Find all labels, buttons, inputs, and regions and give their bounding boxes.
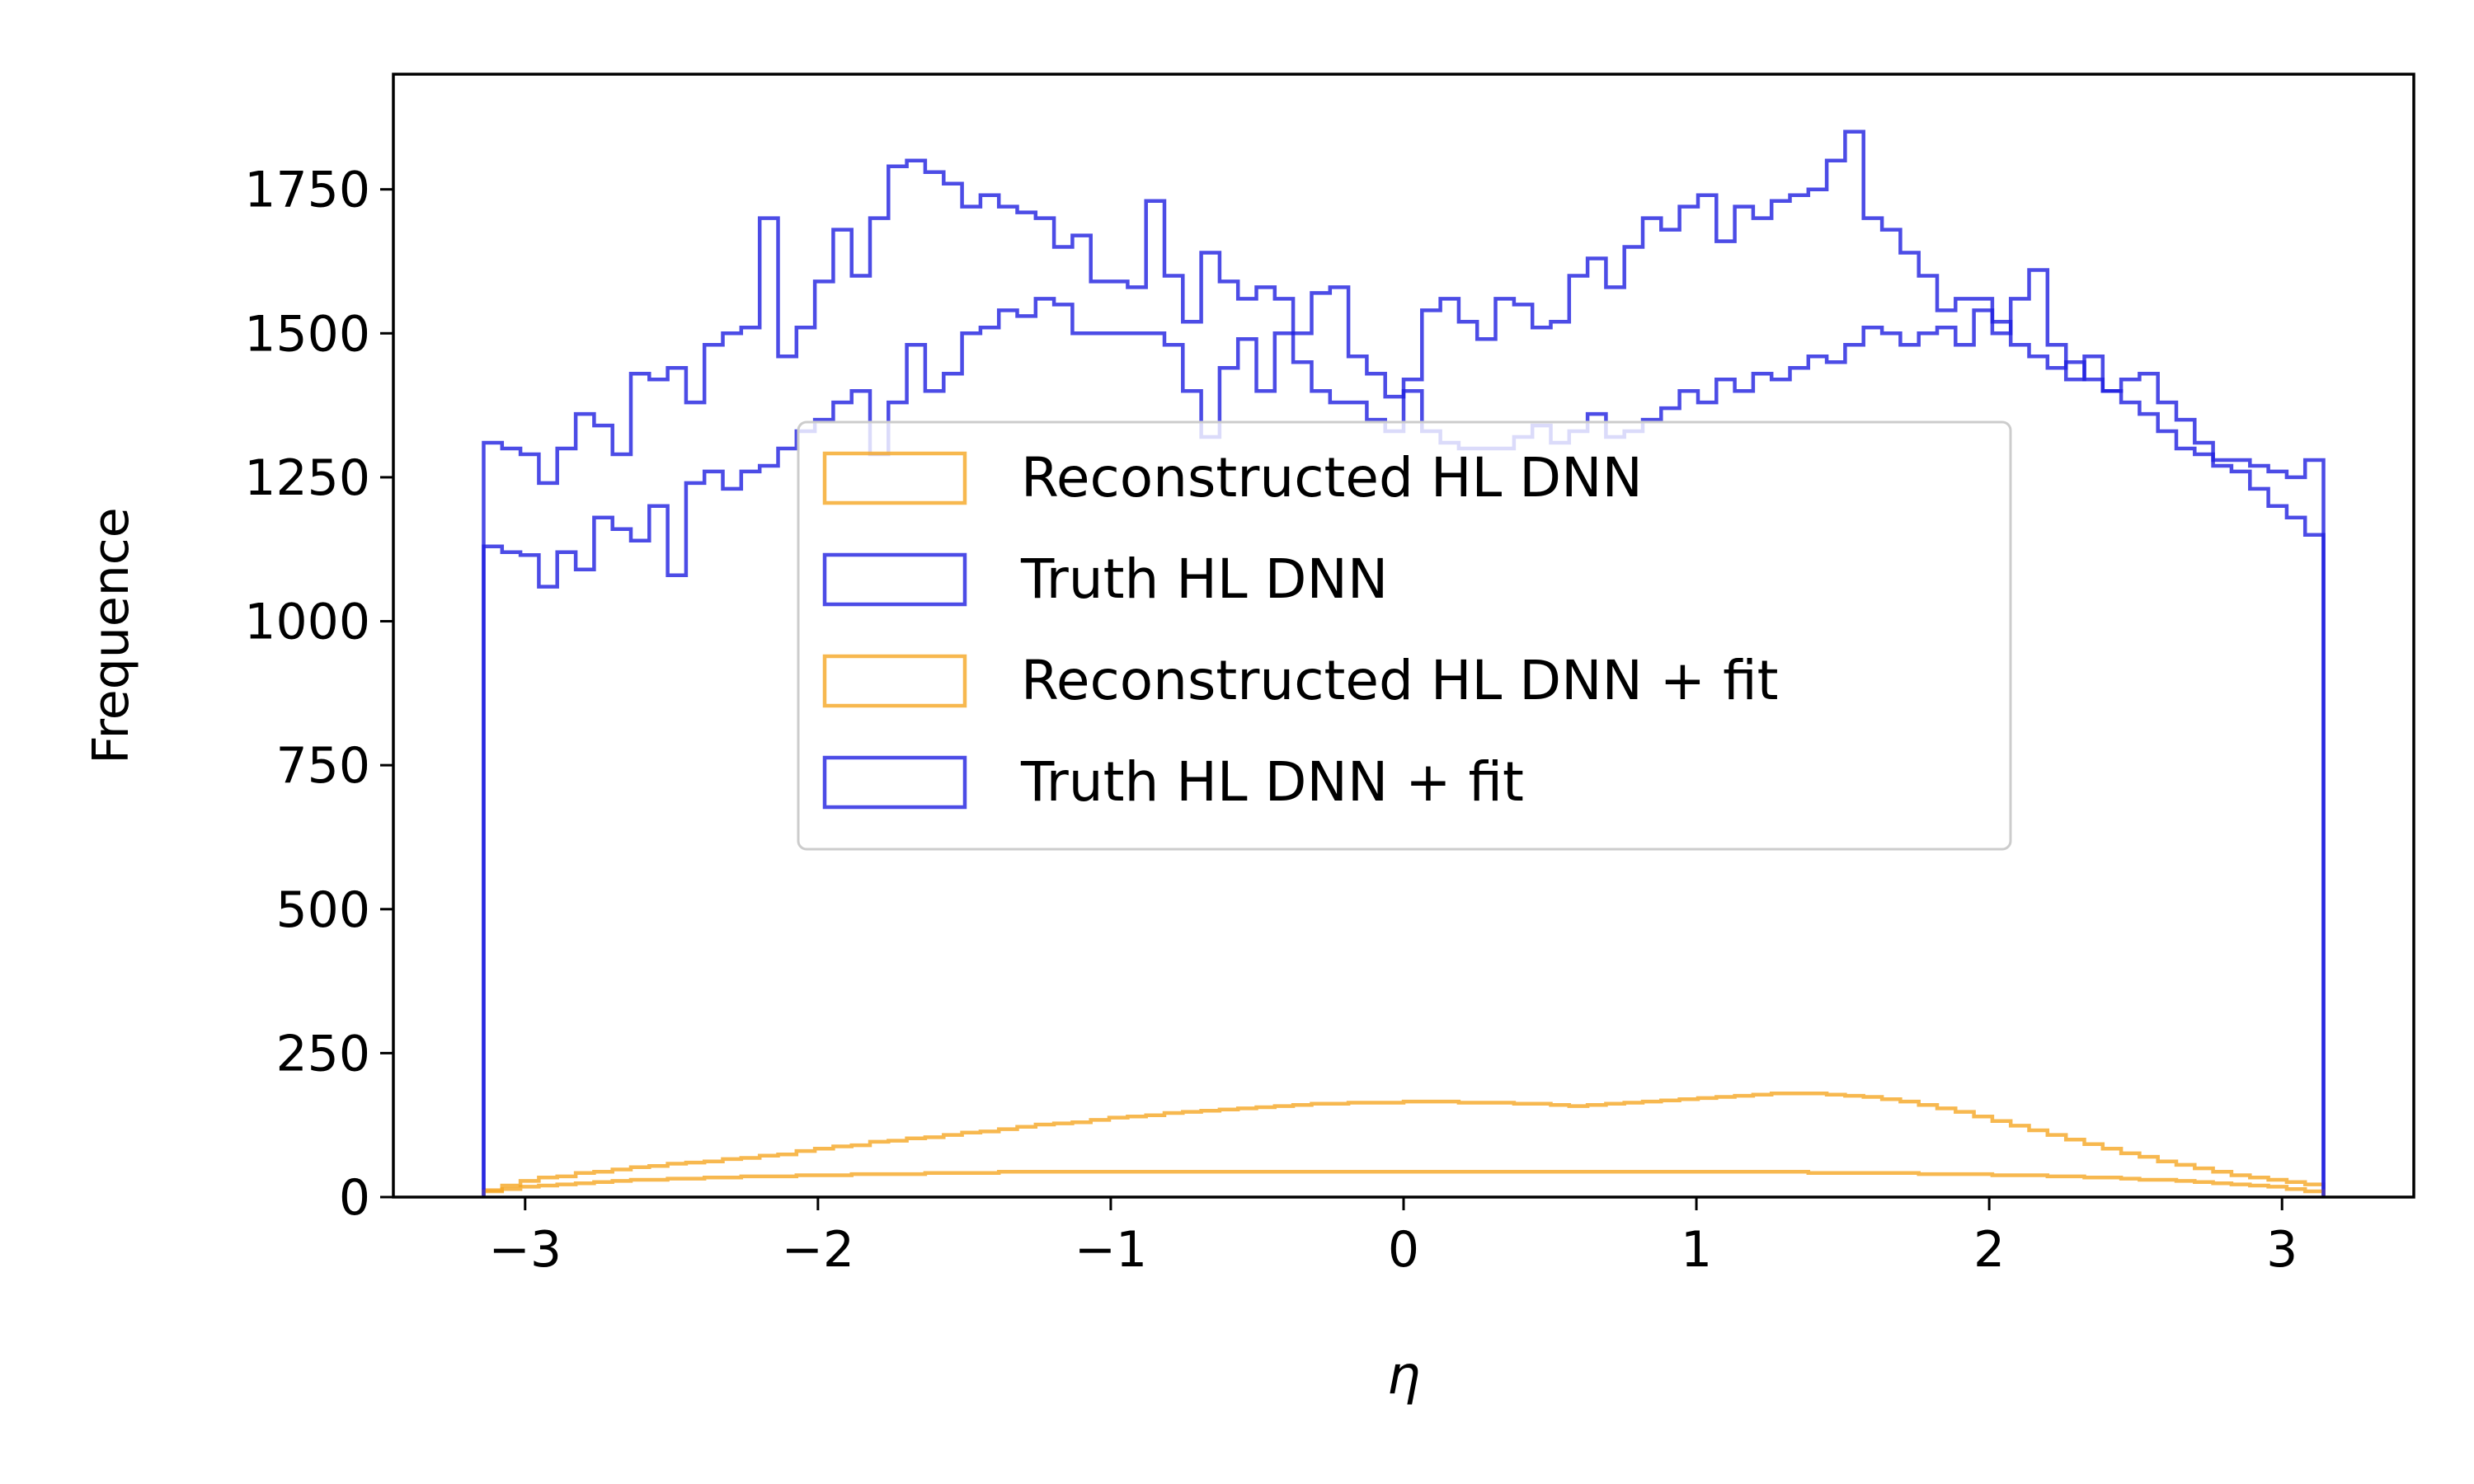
legend-swatch	[822, 451, 967, 505]
legend: Reconstructed HL DNN Truth HL DNN Reconstr…	[797, 420, 2012, 851]
y-tick-label: 1250	[244, 449, 370, 507]
x-tick-label: 0	[1388, 1221, 1419, 1279]
legend-swatch	[822, 552, 967, 607]
x-tick-label: 2	[1973, 1221, 2005, 1279]
series-4-step-line	[482, 129, 2326, 1197]
y-tick-label: 1500	[244, 305, 370, 363]
legend-label: Reconstructed HL DNN + fit	[1021, 649, 1779, 712]
y-tick-label: 250	[275, 1025, 370, 1082]
series-layer	[482, 129, 2326, 1197]
series-3-step-line	[482, 1170, 2326, 1197]
series-2-step-line	[482, 268, 2326, 1197]
y-axis: 0 250 500 750 1000 1250 1500 1750	[244, 162, 393, 1227]
legend-swatch	[822, 654, 967, 708]
legend-label: Reconstructed HL DNN	[1021, 446, 1643, 510]
legend-label: Truth HL DNN + fit	[1020, 750, 1524, 814]
y-tick-label: 1750	[244, 162, 370, 219]
x-axis-label: η	[1387, 1345, 1421, 1407]
series-1-step-line	[482, 1092, 2326, 1197]
y-tick-label: 750	[275, 737, 370, 795]
y-tick-label: 1000	[244, 594, 370, 651]
legend-swatch	[822, 755, 967, 810]
y-axis-label: Frequence	[82, 507, 140, 763]
y-tick-label: 500	[275, 881, 370, 939]
legend-frame	[797, 420, 2012, 851]
y-tick-label: 0	[339, 1169, 370, 1227]
x-tick-label: 3	[2266, 1221, 2298, 1279]
x-tick-label: 1	[1681, 1221, 1712, 1279]
x-axis: −3 −2 −1 0 1 2 3	[489, 1197, 2298, 1279]
x-tick-label: −1	[1075, 1221, 1147, 1279]
x-tick-label: −3	[489, 1221, 562, 1279]
x-tick-label: −2	[782, 1221, 854, 1279]
legend-label: Truth HL DNN	[1020, 547, 1388, 611]
